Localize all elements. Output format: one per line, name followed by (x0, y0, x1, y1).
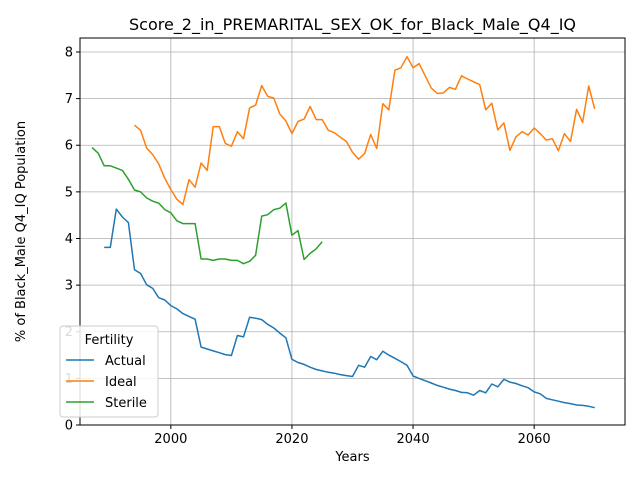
x-tick-label: 2060 (518, 432, 551, 447)
y-tick-label: 6 (65, 139, 73, 154)
x-tick-label: 2000 (154, 432, 187, 447)
y-tick-label: 7 (65, 92, 73, 107)
y-tick-label: 0 (65, 419, 73, 434)
chart-title: Score_2_in_PREMARITAL_SEX_OK_for_Black_M… (129, 15, 576, 35)
legend-box (59, 325, 159, 418)
series-lines (91, 55, 596, 409)
x-tick-label: 2020 (275, 432, 308, 447)
legend-label-ideal: Ideal (105, 375, 137, 390)
y-tick-label: 5 (65, 185, 73, 200)
legend: Fertility Actual Ideal Sterile (59, 325, 159, 418)
series-line-ideal (134, 55, 596, 206)
legend-title: Fertility (85, 333, 134, 348)
legend-label-actual: Actual (105, 354, 146, 369)
plot-area-frame (79, 37, 626, 426)
y-tick-label: 8 (65, 45, 73, 60)
series-line-sterile (91, 147, 323, 265)
x-tick-label: 2040 (397, 432, 430, 447)
legend-label-sterile: Sterile (105, 396, 147, 411)
y-tick-label: 3 (65, 279, 73, 294)
y-axis-label: % of Black_Male Q4_IQ Population (14, 121, 29, 342)
series-line-actual (104, 208, 595, 409)
y-tick-label: 4 (65, 232, 73, 247)
x-axis-label: Years (334, 450, 370, 465)
